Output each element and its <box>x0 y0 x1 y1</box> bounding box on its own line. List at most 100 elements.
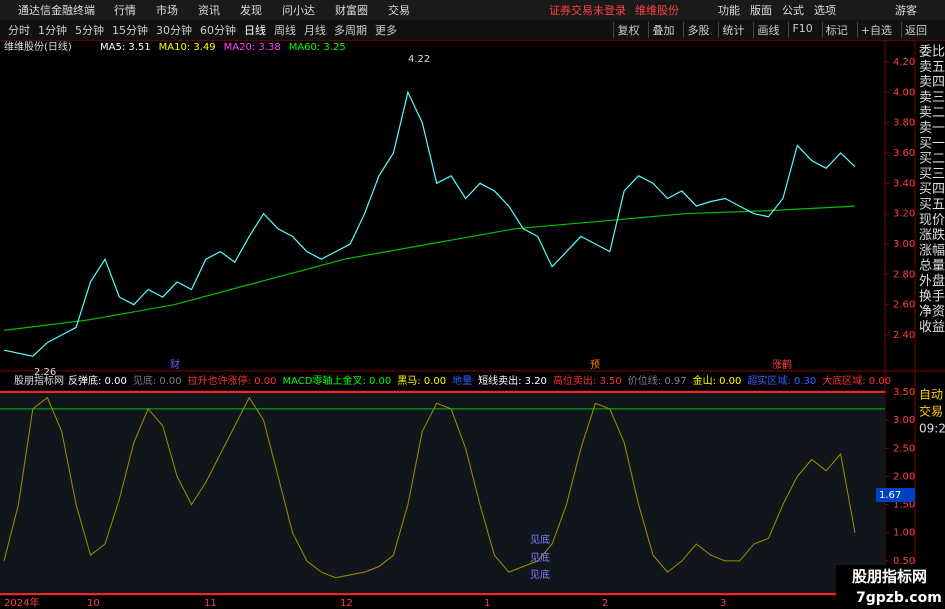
tool-button[interactable]: 返回 <box>901 22 930 38</box>
ma-label: MA10: 3.49 <box>159 42 216 53</box>
side-tab: 涨跌 <box>919 227 945 243</box>
tool-button[interactable]: 多股 <box>683 22 712 38</box>
bottom-signal: 见底 <box>530 533 550 546</box>
y-tick-label: 4.20 <box>893 57 915 68</box>
y-tick-label: 3.00 <box>893 239 915 250</box>
low-label: 2.26 <box>34 367 56 378</box>
y-tick-label: 1.00 <box>893 528 915 539</box>
periods: 分时 1分钟 5分钟 15分钟 30分钟 60分钟 日线 周线 月线 多周期 更多 <box>8 22 405 38</box>
tool-button[interactable]: 叠加 <box>648 22 677 38</box>
tool-button[interactable]: 标记 <box>821 22 851 38</box>
stock-link[interactable]: 维维股份 <box>635 4 679 17</box>
side-tab: 卖二 <box>919 106 945 121</box>
side-tab: 现价 <box>919 213 945 228</box>
menu: 行情 市场 资讯 发现 问小达 财富圈 交易 <box>114 2 430 18</box>
x-tick-label: 2024年 <box>4 596 39 609</box>
indicator-item: 黑马: 0.00 <box>397 375 446 387</box>
title-bar: 通达信金融终端 行情 市场 资讯 发现 问小达 财富圈 交易 证券交易未登录 维维股份 功能… <box>0 0 945 20</box>
indicator-item: 高位卖出: 3.50 <box>553 374 622 387</box>
menu-item[interactable]: 公式 <box>782 4 804 17</box>
menu-item[interactable]: 功能 <box>718 4 740 17</box>
y-tick-label: 3.50 <box>893 387 915 398</box>
side-tab: 卖四 <box>919 75 945 90</box>
guest[interactable]: 游客 <box>895 4 917 17</box>
ma-label: MA60: 3.25 <box>289 42 346 53</box>
y-tick-label: 2.00 <box>893 471 915 482</box>
y-tick-label: 3.40 <box>893 178 915 189</box>
indicator-item: 见底: 0.00 <box>133 374 182 387</box>
y-tick-label: 2.50 <box>893 443 915 454</box>
panel-title: 维维股份(日线) <box>4 40 72 53</box>
ma60-line <box>3 205 856 331</box>
watermark-url: 7gpzb.com <box>856 590 942 606</box>
side-tab: 卖一 <box>919 121 945 136</box>
app-title: 通达信金融终端 <box>18 4 95 17</box>
login-notice[interactable]: 证券交易未登录 <box>549 4 626 17</box>
y-tick-label: 1.50 <box>893 500 915 511</box>
y-tick-label: 2.60 <box>893 300 915 311</box>
side-tab: 买二 <box>919 152 945 167</box>
menu-item[interactable]: 市场 <box>156 4 178 17</box>
y-tick-label: 4.00 <box>893 87 915 98</box>
menu-item[interactable]: 交易 <box>388 4 410 17</box>
indicator-bg <box>0 390 885 596</box>
ma-label: MA20: 3.38 <box>224 42 281 53</box>
x-tick-label: 2 <box>602 598 608 609</box>
menu-item[interactable]: 资讯 <box>198 4 220 17</box>
period-tab[interactable]: 更多 <box>375 24 397 37</box>
period-tab[interactable]: 30分钟 <box>156 24 192 37</box>
bottom-signal: 见底 <box>530 568 550 581</box>
period-tab[interactable]: 周线 <box>274 24 296 37</box>
side-bottom: 交易 <box>919 404 943 419</box>
side-bottom: 自动 <box>919 388 943 402</box>
period-tab[interactable]: 多周期 <box>334 24 367 37</box>
side-tab: 买五 <box>919 198 945 213</box>
period-tab[interactable]: 15分钟 <box>112 24 148 37</box>
ma-label: MA5: 3.51 <box>100 42 151 53</box>
menu-item[interactable]: 选项 <box>814 4 836 17</box>
period-tab[interactable]: 60分钟 <box>200 24 236 37</box>
y-tick-label: 0.50 <box>893 556 915 567</box>
menu-item[interactable]: 问小达 <box>282 4 315 17</box>
tool-button[interactable]: F10 <box>788 22 815 38</box>
y-tick-label: 2.80 <box>893 269 915 280</box>
menu-item[interactable]: 发现 <box>240 4 262 17</box>
right-menu: 功能 版面 公式 选项 <box>718 2 846 18</box>
watermark: 股朋指标网 <box>852 568 927 586</box>
x-tick-label: 10 <box>87 598 100 609</box>
menu-item[interactable]: 财富圈 <box>335 4 368 17</box>
period-tab[interactable]: 月线 <box>304 24 326 37</box>
watermark-bg <box>836 565 945 609</box>
event-marker: 财 <box>170 358 180 371</box>
tool-button[interactable]: 画线 <box>753 22 782 38</box>
period-tab[interactable]: 日线 <box>244 24 266 37</box>
y-tick-label: 3.20 <box>893 209 915 220</box>
side-tab: 卖五 <box>919 60 945 75</box>
tool-button[interactable]: +自选 <box>856 22 895 38</box>
period-tab[interactable]: 1分钟 <box>38 24 67 37</box>
bottom-signal: 见底 <box>530 551 550 564</box>
indicator-item: MACD零轴上金叉: 0.00 <box>282 374 391 387</box>
side-tab: 买四 <box>919 182 945 197</box>
x-tick-label: 3 <box>720 598 726 609</box>
tool-button[interactable]: 复权 <box>613 22 642 38</box>
menu-item[interactable]: 行情 <box>114 4 136 17</box>
side-tab: 总量 <box>919 259 945 274</box>
x-tick-label: 12 <box>340 598 353 609</box>
y-tick-label: 3.00 <box>893 415 915 426</box>
event-marker: 预 <box>590 359 600 371</box>
side-tab: 买三 <box>919 167 945 182</box>
y-tick-label: 2.40 <box>893 330 915 341</box>
current-value-box <box>876 488 915 503</box>
close-line <box>3 90 856 357</box>
period-tab[interactable]: 5分钟 <box>75 24 104 37</box>
y-tick-label: 3.60 <box>893 148 915 159</box>
menu-item[interactable]: 版面 <box>750 4 772 17</box>
tool-button[interactable]: 统计 <box>718 22 747 38</box>
period-tab[interactable]: 分时 <box>8 24 30 37</box>
indicator-item: 超实区域: 0.30 <box>747 374 816 387</box>
tools: 复权 叠加 多股 统计 画线 F10 标记 +自选 返回 <box>613 22 936 38</box>
side-bottom: 09:25 <box>919 422 945 436</box>
side-tab: 净资 <box>919 305 945 320</box>
